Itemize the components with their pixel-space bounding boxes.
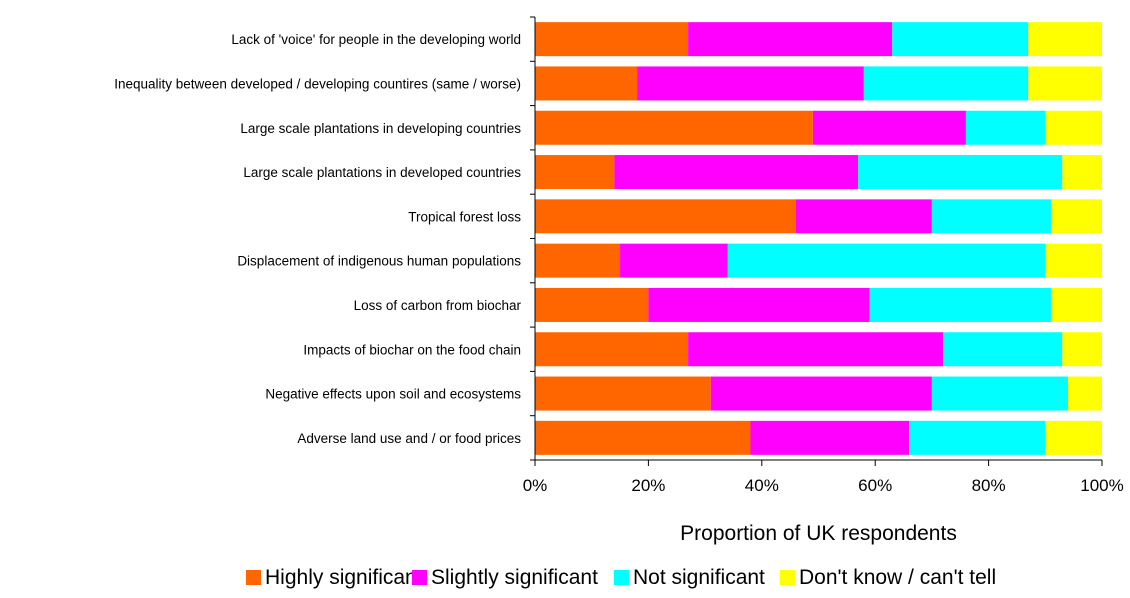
bar-segment-9-series-2 <box>710 376 932 411</box>
x-tick-label: 80% <box>972 476 1006 495</box>
legend-label: Slightly significant <box>431 566 598 589</box>
bar-segment-10-series-2 <box>750 420 910 455</box>
bars-layer <box>535 22 1102 455</box>
category-label: Large scale plantations in developed cou… <box>243 165 521 180</box>
legend-swatch <box>780 570 795 585</box>
x-tick-labels: 0% 20% 40% 60% 80% 100% <box>523 476 1124 495</box>
legend: Highly significant Slightly significant No… <box>246 566 996 589</box>
bar-segment-4-series-3 <box>858 155 1063 190</box>
bar-segment-4-series-4 <box>1062 155 1102 190</box>
x-tick-label: 20% <box>631 476 665 495</box>
bar-segment-1-series-3 <box>892 22 1029 57</box>
bar-segment-8-series-1 <box>535 332 689 367</box>
x-tick-label: 100% <box>1080 476 1123 495</box>
x-tick-label: 40% <box>745 476 779 495</box>
category-label: Adverse land use and / or food prices <box>297 431 521 446</box>
bar-segment-6-series-2 <box>620 243 728 278</box>
bar-segment-3-series-2 <box>812 110 966 145</box>
bar-segment-3-series-4 <box>1045 110 1102 145</box>
bar-segment-9-series-4 <box>1067 376 1102 411</box>
bar-segment-8-series-3 <box>943 332 1063 367</box>
bar-segment-5-series-1 <box>535 199 796 234</box>
category-labels: Lack of 'voice' for people in the develo… <box>114 32 521 446</box>
legend-swatch <box>412 570 427 585</box>
bar-segment-2-series-2 <box>637 66 864 101</box>
legend-label: Don't know / can't tell <box>799 566 996 589</box>
category-label: Loss of carbon from biochar <box>354 298 522 313</box>
bar-segment-4-series-1 <box>535 155 615 190</box>
x-tick-label: 0% <box>523 476 548 495</box>
axes-layer <box>530 16 1103 466</box>
bar-segment-8-series-4 <box>1062 332 1102 367</box>
bar-segment-5-series-4 <box>1050 199 1102 234</box>
bar-segment-10-series-3 <box>909 420 1046 455</box>
bar-segment-2-series-4 <box>1028 66 1102 101</box>
bar-segment-2-series-3 <box>863 66 1029 101</box>
category-label: Inequality between developed / developin… <box>114 76 521 91</box>
x-axis-title: Proportion of UK respondents <box>680 522 957 545</box>
bar-segment-7-series-3 <box>869 287 1051 322</box>
bar-segment-8-series-2 <box>688 332 944 367</box>
category-label: Lack of 'voice' for people in the develo… <box>231 32 521 47</box>
bar-segment-10-series-1 <box>535 420 751 455</box>
legend-swatch <box>614 570 629 585</box>
category-label: Impacts of biochar on the food chain <box>303 342 521 357</box>
bar-segment-9-series-3 <box>931 376 1068 411</box>
x-tick-label: 60% <box>858 476 892 495</box>
bar-segment-10-series-4 <box>1045 420 1102 455</box>
bar-segment-4-series-2 <box>614 155 859 190</box>
category-label: Displacement of indigenous human populat… <box>237 254 521 269</box>
legend-label: Not significant <box>633 566 765 589</box>
bar-segment-3-series-1 <box>535 110 813 145</box>
bar-segment-6-series-3 <box>727 243 1046 278</box>
bar-segment-7-series-2 <box>648 287 870 322</box>
bar-segment-1-series-4 <box>1028 22 1102 57</box>
category-label: Tropical forest loss <box>408 209 521 224</box>
bar-segment-5-series-3 <box>931 199 1051 234</box>
bar-segment-7-series-1 <box>535 287 649 322</box>
bar-segment-1-series-1 <box>535 22 689 57</box>
bar-segment-7-series-4 <box>1050 287 1102 322</box>
bar-segment-9-series-1 <box>535 376 711 411</box>
bar-segment-2-series-1 <box>535 66 638 101</box>
legend-swatch <box>246 570 261 585</box>
bar-segment-1-series-2 <box>688 22 893 57</box>
category-label: Large scale plantations in developing co… <box>240 121 521 136</box>
bar-segment-6-series-4 <box>1045 243 1102 278</box>
bar-segment-3-series-3 <box>965 110 1046 145</box>
category-label: Negative effects upon soil and ecosystem… <box>265 387 521 402</box>
legend-label: Highly significant <box>265 566 423 589</box>
bar-segment-5-series-2 <box>795 199 932 234</box>
bar-segment-6-series-1 <box>535 243 621 278</box>
